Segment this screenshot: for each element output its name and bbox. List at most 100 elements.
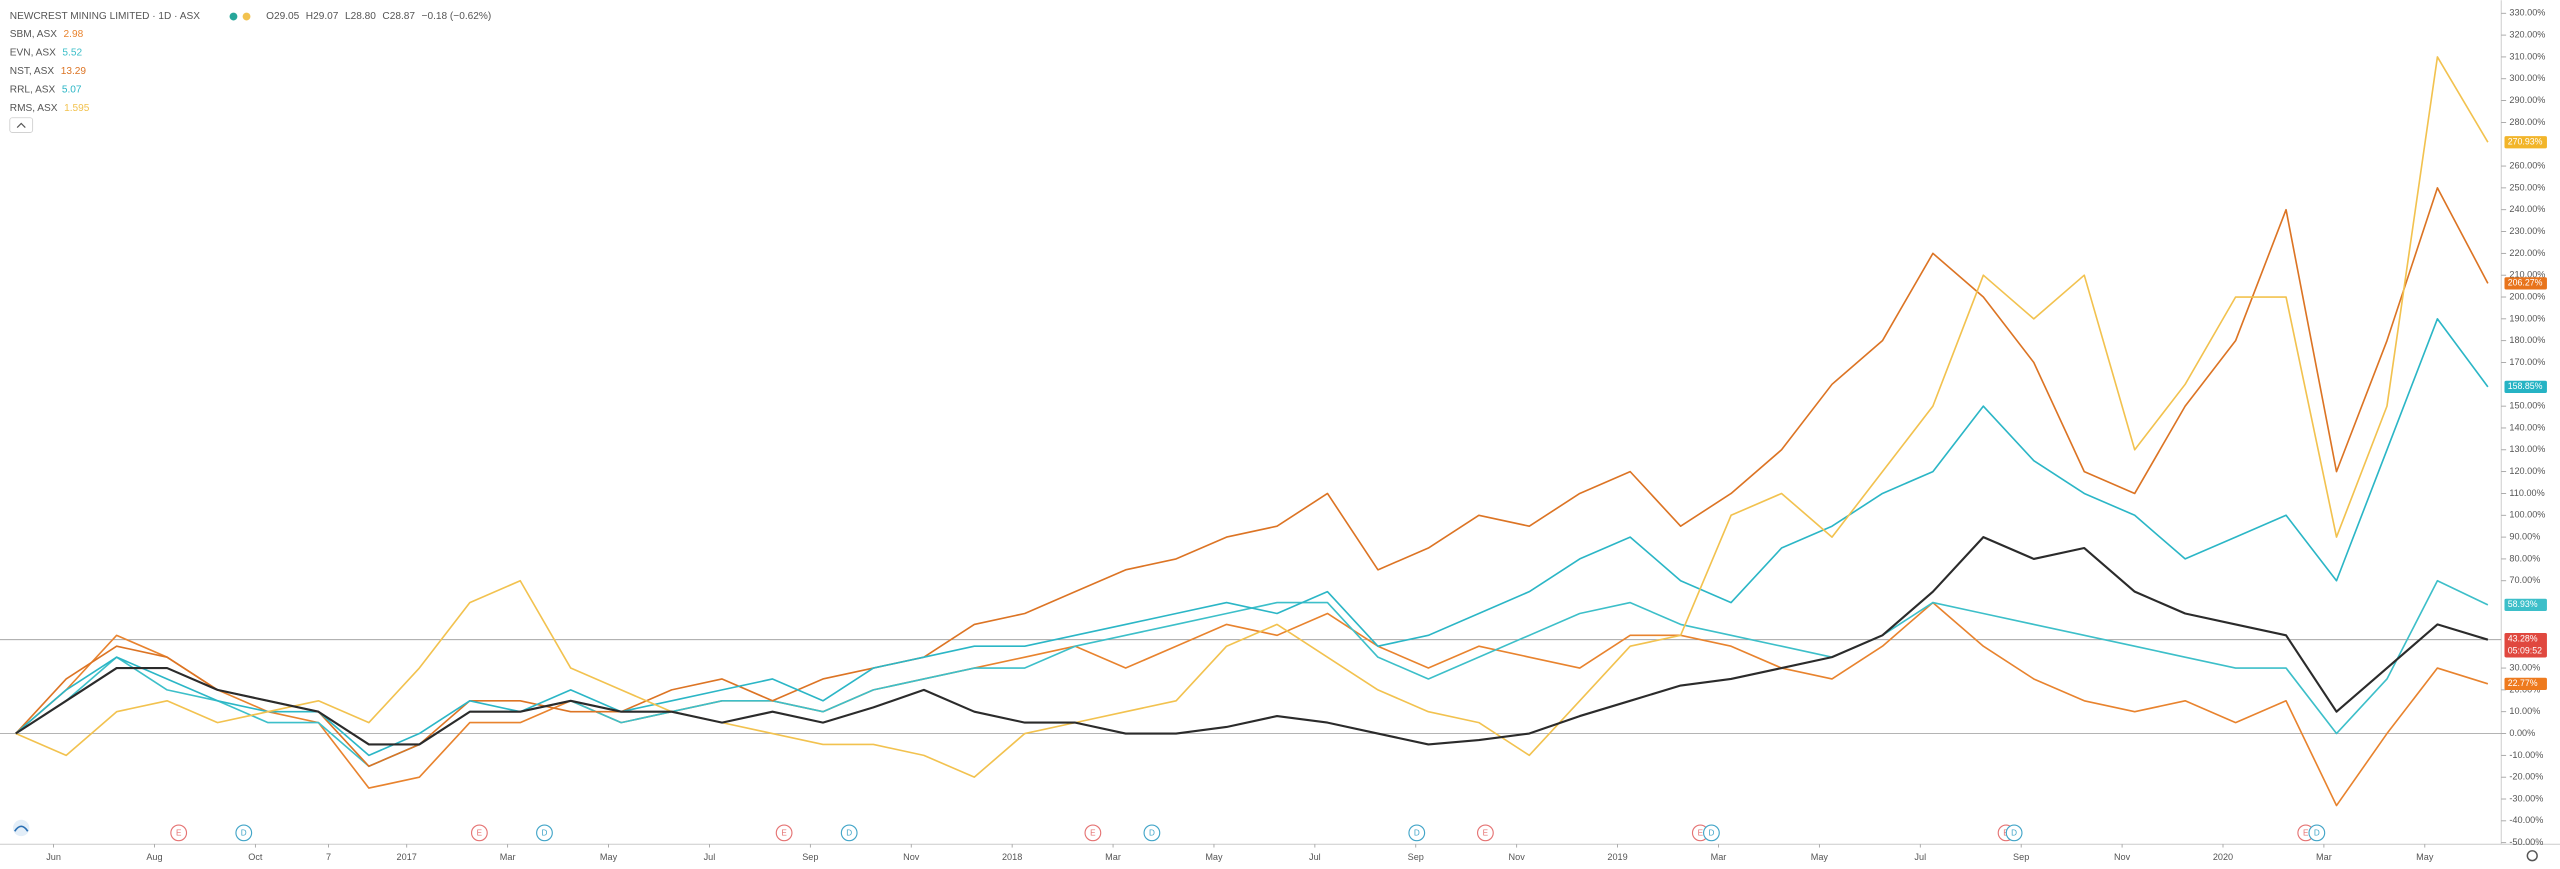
logo-mark — [14, 825, 29, 832]
price-label-box — [2504, 632, 2547, 658]
y-tick-label: 330.00% — [2509, 8, 2545, 18]
x-tick-label: Nov — [1509, 852, 1526, 862]
ohlc-value: C28.87 — [382, 11, 415, 22]
price-label: 270.93% — [2508, 137, 2543, 147]
event-label: D — [846, 829, 852, 838]
symbol-title: NEWCREST MINING LIMITED · 1D · ASX — [10, 11, 200, 22]
price-label-box — [2504, 598, 2547, 612]
x-tick-label: 2017 — [397, 852, 417, 862]
ohlc-value: L28.80 — [345, 11, 376, 22]
event-marker — [536, 824, 553, 842]
price-label: 22.77% — [2508, 678, 2538, 688]
event-marker — [1143, 824, 1161, 842]
settings-button[interactable] — [2526, 850, 2538, 862]
event-marker — [1408, 824, 1426, 842]
legend-value: 5.07 — [62, 85, 82, 96]
x-tick-label: Mar — [2316, 852, 2332, 862]
x-tick-label: 2018 — [1002, 852, 1022, 862]
legend-value: 2.98 — [64, 29, 84, 40]
y-tick-label: 320.00% — [2509, 30, 2545, 40]
y-tick-label: 120.00% — [2509, 466, 2545, 476]
legend-name: EVN, ASX — [10, 48, 56, 59]
y-tick-label: 150.00% — [2509, 401, 2545, 411]
event-label: D — [1149, 829, 1155, 838]
x-tick-label: Sep — [2013, 852, 2029, 862]
x-tick-label: Nov — [2114, 852, 2131, 862]
y-tick-label: 90.00% — [2509, 532, 2540, 542]
legend-name: RRL, ASX — [10, 85, 56, 96]
y-tick-label: 230.00% — [2509, 226, 2545, 236]
event-marker — [2308, 824, 2326, 842]
price-label: 43.28% — [2508, 633, 2538, 643]
chevron-icon[interactable] — [16, 122, 26, 128]
event-marker — [1084, 824, 1102, 842]
x-tick-label: Jul — [1914, 852, 1926, 862]
event-label: E — [781, 829, 787, 838]
event-marker — [470, 824, 488, 842]
event-label: E — [1698, 829, 1704, 838]
y-tick-label: 0.00% — [2509, 728, 2535, 738]
series-line — [15, 601, 2489, 807]
x-tick-label: Mar — [500, 852, 516, 862]
x-tick-label: 7 — [326, 852, 331, 862]
y-tick-label: 30.00% — [2509, 662, 2540, 672]
status-dot — [229, 12, 238, 21]
price-label-box — [2504, 277, 2547, 290]
price-label-box — [2504, 136, 2547, 149]
x-tick-label: May — [1811, 852, 1829, 862]
x-tick-label: Jul — [704, 852, 716, 862]
event-marker — [2005, 824, 2023, 842]
x-tick-label: Nov — [903, 852, 920, 862]
countdown: 05:09:52 — [2508, 645, 2542, 655]
x-tick-label: May — [600, 852, 618, 862]
event-marker — [840, 824, 858, 842]
y-tick-label: 70.00% — [2509, 575, 2540, 585]
x-tick-label: Oct — [248, 852, 263, 862]
y-tick-label: 130.00% — [2509, 444, 2545, 454]
event-label: D — [1414, 829, 1420, 838]
logo — [13, 819, 30, 837]
event-label: D — [241, 829, 247, 838]
event-label: E — [1090, 829, 1096, 838]
y-tick-label: 260.00% — [2509, 160, 2545, 170]
collapse-button[interactable] — [9, 117, 34, 133]
y-tick-label: 10.00% — [2509, 706, 2540, 716]
y-tick-label: 100.00% — [2509, 510, 2545, 520]
event-label: E — [176, 829, 182, 838]
price-label: 158.85% — [2508, 381, 2543, 391]
y-tick-label: -30.00% — [2509, 793, 2543, 803]
series-line — [15, 318, 2489, 757]
gear-icon[interactable] — [2526, 850, 2538, 862]
ohlc-value: H29.07 — [306, 11, 339, 22]
x-tick-label: 2019 — [1607, 852, 1627, 862]
series-line — [15, 536, 2489, 746]
event-label: D — [542, 829, 548, 838]
y-tick-label: 80.00% — [2509, 553, 2540, 563]
button-frame[interactable] — [9, 117, 34, 133]
y-tick-label: -40.00% — [2509, 815, 2543, 825]
y-tick-label: -10.00% — [2509, 750, 2543, 760]
legend-value: 13.29 — [61, 66, 87, 77]
y-tick-label: 180.00% — [2509, 335, 2545, 345]
x-tick-label: Sep — [802, 852, 818, 862]
y-tick-label: 290.00% — [2509, 95, 2545, 105]
y-tick-label: 200.00% — [2509, 291, 2545, 301]
x-tick-label: Jun — [46, 852, 61, 862]
y-tick-label: 140.00% — [2509, 422, 2545, 432]
price-label: 206.27% — [2508, 278, 2543, 288]
y-tick-label: 280.00% — [2509, 117, 2545, 127]
event-label: D — [2314, 829, 2320, 838]
legend-name: RMS, ASX — [10, 103, 58, 114]
y-tick-label: 310.00% — [2509, 51, 2545, 61]
legend-name: NST, ASX — [10, 66, 55, 77]
y-tick-label: 250.00% — [2509, 182, 2545, 192]
y-tick-label: 240.00% — [2509, 204, 2545, 214]
legend-name: SBM, ASX — [10, 29, 57, 40]
series-line — [15, 187, 2489, 768]
legend: NEWCREST MINING LIMITED · 1D · ASX — [10, 11, 251, 22]
event-label: E — [477, 829, 483, 838]
x-tick-label: May — [2416, 852, 2434, 862]
x-tick-label: Mar — [1711, 852, 1727, 862]
